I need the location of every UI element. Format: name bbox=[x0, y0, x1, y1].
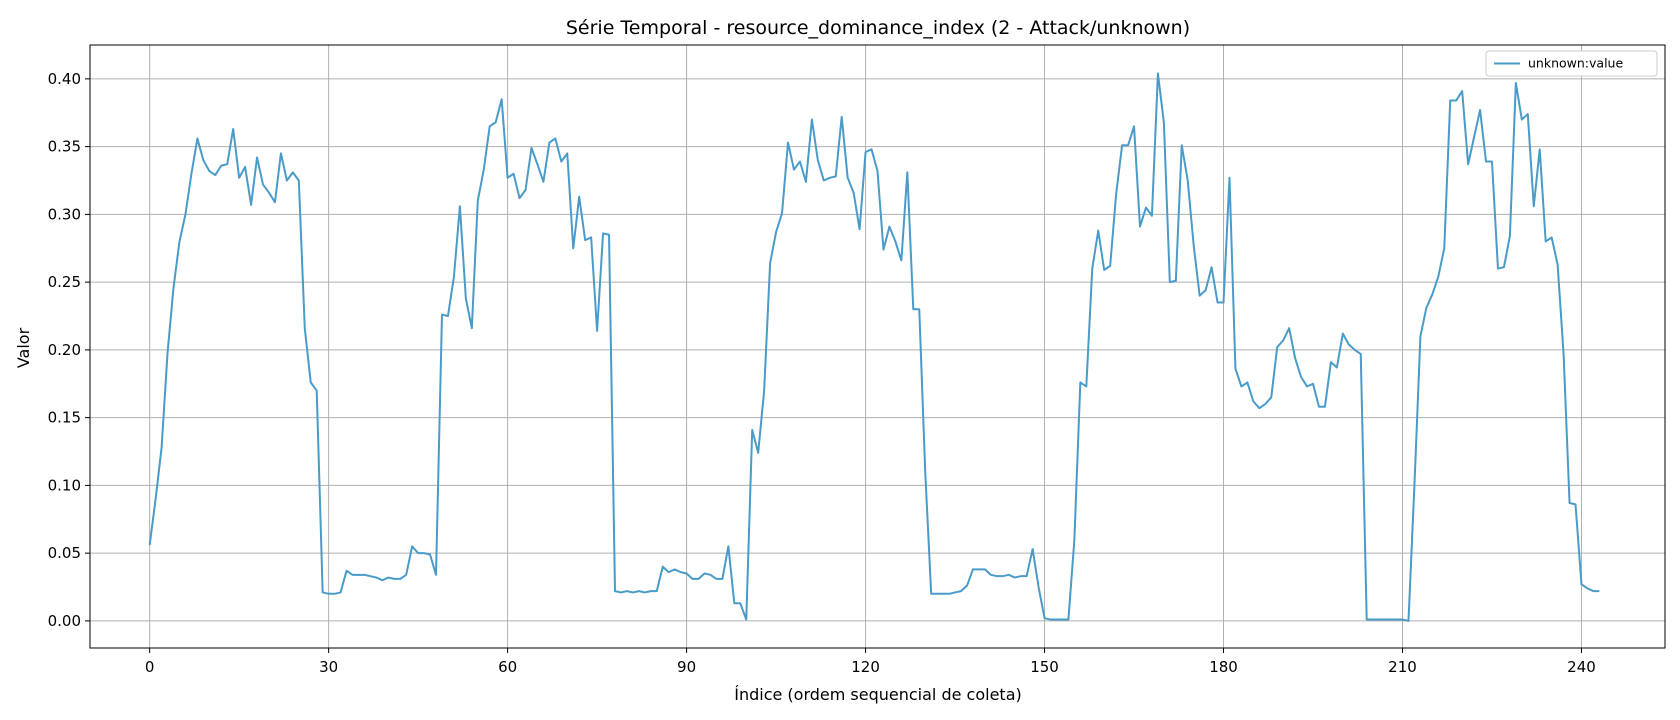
y-tick-label: 0.05 bbox=[48, 544, 81, 562]
x-tick-label: 30 bbox=[319, 658, 338, 676]
x-tick-label: 0 bbox=[145, 658, 155, 676]
x-tick-label: 150 bbox=[1030, 658, 1059, 676]
plot-frame bbox=[89, 44, 1666, 649]
chart-title: Série Temporal - resource_dominance_inde… bbox=[566, 17, 1190, 39]
y-tick-label: 0.10 bbox=[48, 476, 81, 494]
y-tick-label: 0.30 bbox=[48, 205, 81, 223]
series-layer bbox=[148, 72, 1600, 622]
y-tick-label: 0.40 bbox=[48, 70, 81, 88]
x-tick-label: 240 bbox=[1567, 658, 1596, 676]
x-tick-label: 90 bbox=[677, 658, 696, 676]
grid-lines bbox=[90, 45, 1665, 648]
x-axis-title: Índice (ordem sequencial de coleta) bbox=[734, 685, 1022, 704]
y-tick-label: 0.35 bbox=[48, 138, 81, 156]
series-line bbox=[148, 72, 1600, 622]
y-tick-label: 0.15 bbox=[48, 409, 81, 427]
legend-box bbox=[1485, 50, 1658, 77]
y-axis-title: Valor bbox=[14, 327, 33, 368]
y-tick-label: 0.20 bbox=[48, 341, 81, 359]
plot-area bbox=[90, 45, 1665, 648]
x-tick-label: 60 bbox=[498, 658, 517, 676]
y-tick-label: 0.00 bbox=[48, 612, 81, 630]
x-tick-label: 180 bbox=[1209, 658, 1238, 676]
y-tick-label: 0.25 bbox=[48, 273, 81, 291]
legend-label: unknown:value bbox=[1528, 56, 1623, 71]
legend: unknown:value bbox=[1485, 50, 1658, 77]
x-tick-label: 210 bbox=[1388, 658, 1417, 676]
axis-ticks: 0 30 60 90 120 150 180 210 240 0.00 0.05 0.10 0.15 0.… bbox=[48, 70, 1596, 676]
x-tick-label: 120 bbox=[851, 658, 880, 676]
